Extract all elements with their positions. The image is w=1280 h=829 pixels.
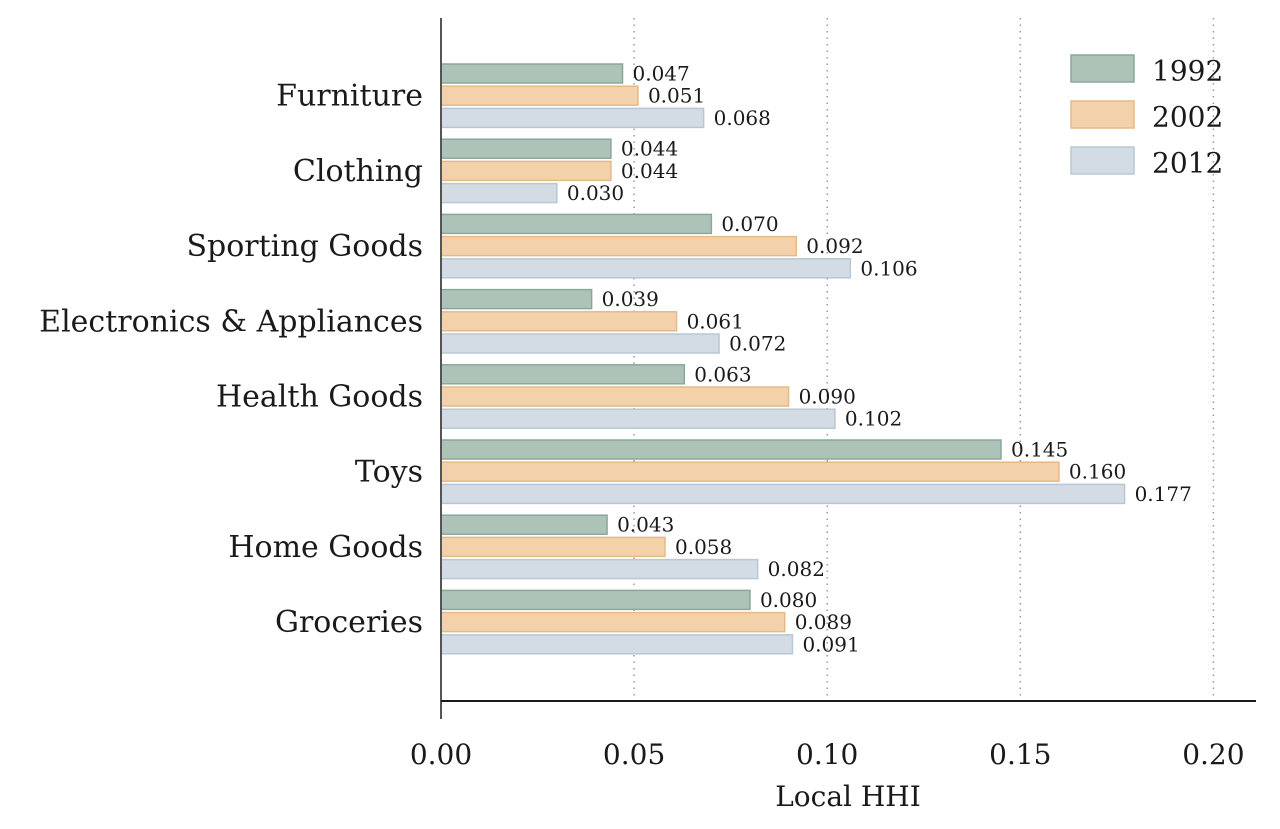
bar-2012-sporting-goods xyxy=(440,258,852,279)
data-label: 0.063 xyxy=(694,362,751,386)
data-label: 0.044 xyxy=(621,137,678,161)
data-label: 0.177 xyxy=(1135,482,1192,506)
bar-2002-electronics-appliances xyxy=(440,311,678,332)
data-label: 0.030 xyxy=(567,181,624,205)
bar-1992-groceries xyxy=(440,589,751,611)
data-label: 0.160 xyxy=(1069,460,1126,484)
data-label: 0.047 xyxy=(633,62,690,86)
bar-2012-home-goods xyxy=(440,558,759,580)
x-tick-label: 0.15 xyxy=(989,738,1051,771)
bar-2002-home-goods xyxy=(440,536,666,558)
bar-2002-health-goods xyxy=(440,386,790,407)
x-tick-label: 0.00 xyxy=(410,738,472,771)
axes xyxy=(440,18,1256,719)
legend-label-2002: 2002 xyxy=(1152,101,1223,134)
category-labels: Furniture Clothing Sporting Goods Electroni… xyxy=(39,79,423,640)
x-tick-label: 0.05 xyxy=(603,738,665,771)
data-label: 0.058 xyxy=(675,535,732,559)
bar-2002-clothing xyxy=(440,160,612,182)
x-tick-labels: 0.00 0.05 0.10 0.15 0.20 xyxy=(410,738,1245,771)
legend-label-2012: 2012 xyxy=(1152,147,1223,180)
bar-1992-furniture xyxy=(440,63,624,84)
data-label: 0.092 xyxy=(806,234,863,258)
bar-2012-toys xyxy=(440,483,1126,505)
data-label: 0.068 xyxy=(714,106,771,130)
data-label: 0.091 xyxy=(802,632,859,656)
category-label: Health Goods xyxy=(216,380,423,415)
bar-2012-electronics-appliances xyxy=(440,333,720,354)
data-label: 0.106 xyxy=(860,256,917,280)
data-label: 0.043 xyxy=(617,513,674,537)
bar-2002-toys xyxy=(440,461,1060,482)
data-label: 0.082 xyxy=(768,557,825,581)
data-labels: 0.0470.0510.0680.0440.0440.0300.0700.092… xyxy=(567,62,1192,657)
category-label: Home Goods xyxy=(228,530,423,565)
data-label: 0.072 xyxy=(729,332,786,356)
bar-2002-sporting-goods xyxy=(440,235,798,257)
x-tick-label: 0.20 xyxy=(1182,738,1244,771)
data-label: 0.080 xyxy=(760,588,817,612)
bar-1992-sporting-goods xyxy=(440,213,713,235)
category-label: Toys xyxy=(355,455,423,490)
data-label: 0.039 xyxy=(602,287,659,311)
bar-2012-health-goods xyxy=(440,408,836,429)
data-label: 0.102 xyxy=(845,407,902,431)
bar-2012-furniture xyxy=(440,107,705,129)
legend-swatch-2012 xyxy=(1070,146,1135,175)
legend-label-1992: 1992 xyxy=(1152,55,1223,88)
data-label: 0.145 xyxy=(1011,438,1068,462)
category-label: Clothing xyxy=(293,154,423,189)
data-label: 0.089 xyxy=(795,610,852,634)
data-label: 0.061 xyxy=(687,309,744,333)
data-label: 0.051 xyxy=(648,84,705,108)
category-label: Electronics & Appliances xyxy=(39,304,423,339)
x-tick-label: 0.10 xyxy=(796,738,858,771)
bar-2012-clothing xyxy=(440,182,558,204)
bar-1992-clothing xyxy=(440,138,612,159)
category-label: Furniture xyxy=(276,79,423,114)
bar-1992-home-goods xyxy=(440,514,608,535)
legend-swatch-2002 xyxy=(1070,100,1135,129)
data-label: 0.044 xyxy=(621,159,678,183)
bar-1992-health-goods xyxy=(440,364,686,385)
data-label: 0.090 xyxy=(799,385,856,409)
bar-2002-groceries xyxy=(440,611,786,633)
legend: 1992 2002 2012 xyxy=(1070,54,1223,180)
bar-1992-electronics-appliances xyxy=(440,288,593,310)
bar-2012-groceries xyxy=(440,634,794,655)
legend-swatch-1992 xyxy=(1070,54,1135,83)
bar-1992-toys xyxy=(440,439,1002,460)
data-label: 0.070 xyxy=(721,212,778,236)
category-label: Sporting Goods xyxy=(186,229,423,264)
x-axis-title: Local HHI xyxy=(775,780,921,813)
category-label: Groceries xyxy=(275,605,423,640)
bar-2002-furniture xyxy=(440,85,639,106)
